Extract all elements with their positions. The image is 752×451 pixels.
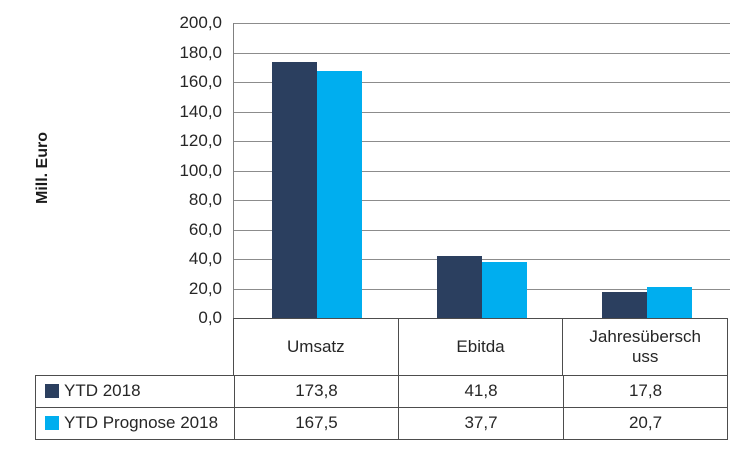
legend-label: YTD Prognose 2018 bbox=[64, 413, 219, 433]
legend-swatch-ytd-2018 bbox=[45, 384, 59, 399]
y-axis-tick-label: 180,0 bbox=[179, 43, 222, 62]
bar bbox=[272, 62, 317, 318]
y-axis-title: Mill. Euro bbox=[34, 132, 51, 204]
y-axis-tick-label: 160,0 bbox=[179, 72, 222, 91]
plot-area bbox=[233, 23, 730, 318]
y-axis-tick-label: 40,0 bbox=[188, 249, 222, 268]
gridline bbox=[234, 171, 730, 172]
gridline bbox=[234, 230, 730, 231]
legend-label: YTD 2018 bbox=[64, 381, 141, 401]
y-axis-tick-labels: 200,0 180,0 160,0 140,0 120,0 100,0 80,0 60,0 40… bbox=[158, 13, 222, 327]
legend-data-table: YTD 2018 173,8 41,8 17,8 YTD Prognose 20… bbox=[35, 375, 728, 440]
gridline bbox=[234, 82, 730, 83]
value-cell-prognose-umsatz: 167,5 bbox=[234, 407, 398, 439]
y-axis-tick-label: 140,0 bbox=[179, 102, 222, 121]
category-label-ebitda: Ebitda bbox=[397, 319, 563, 375]
value-cell-ytd2018-jahresueberschuss: 17,8 bbox=[563, 376, 727, 408]
y-axis-tick-label: 60,0 bbox=[188, 220, 222, 239]
bar bbox=[317, 71, 362, 318]
gridline bbox=[234, 200, 730, 201]
category-header-row: Umsatz Ebitda Jahresüberschuss bbox=[233, 318, 728, 375]
category-label-text: Umsatz bbox=[287, 336, 345, 356]
category-label-jahresueberschuss: Jahresüberschuss bbox=[562, 319, 727, 375]
y-axis-tick-label: 200,0 bbox=[179, 13, 222, 32]
category-label-text: Ebitda bbox=[456, 336, 505, 356]
gridline bbox=[234, 23, 730, 24]
y-axis-tick-label: 20,0 bbox=[188, 279, 222, 298]
y-axis-tick-label: 0,0 bbox=[198, 308, 222, 327]
category-label-umsatz: Umsatz bbox=[234, 319, 398, 375]
category-label-text: Jahresüberschuss bbox=[589, 326, 701, 366]
bar bbox=[437, 256, 482, 318]
gridline bbox=[234, 112, 730, 113]
y-axis-tick-label: 120,0 bbox=[179, 131, 222, 150]
value-cell-ytd2018-ebitda: 41,8 bbox=[398, 376, 563, 408]
bar bbox=[482, 262, 527, 318]
legend-item-ytd-2018: YTD 2018 bbox=[36, 376, 234, 408]
gridline bbox=[234, 141, 730, 142]
legend-swatch-ytd-prognose-2018 bbox=[45, 416, 59, 431]
value-cell-prognose-ebitda: 37,7 bbox=[398, 407, 563, 439]
bar bbox=[602, 292, 647, 318]
bar bbox=[647, 287, 692, 318]
gridline bbox=[234, 53, 730, 54]
legend-item-ytd-prognose-2018: YTD Prognose 2018 bbox=[36, 408, 234, 440]
y-axis-tick-label: 100,0 bbox=[179, 161, 222, 180]
gridline bbox=[234, 259, 730, 260]
y-axis-tick-label: 80,0 bbox=[188, 190, 222, 209]
value-cell-ytd2018-umsatz: 173,8 bbox=[234, 376, 398, 408]
value-cell-prognose-jahresueberschuss: 20,7 bbox=[563, 407, 727, 439]
